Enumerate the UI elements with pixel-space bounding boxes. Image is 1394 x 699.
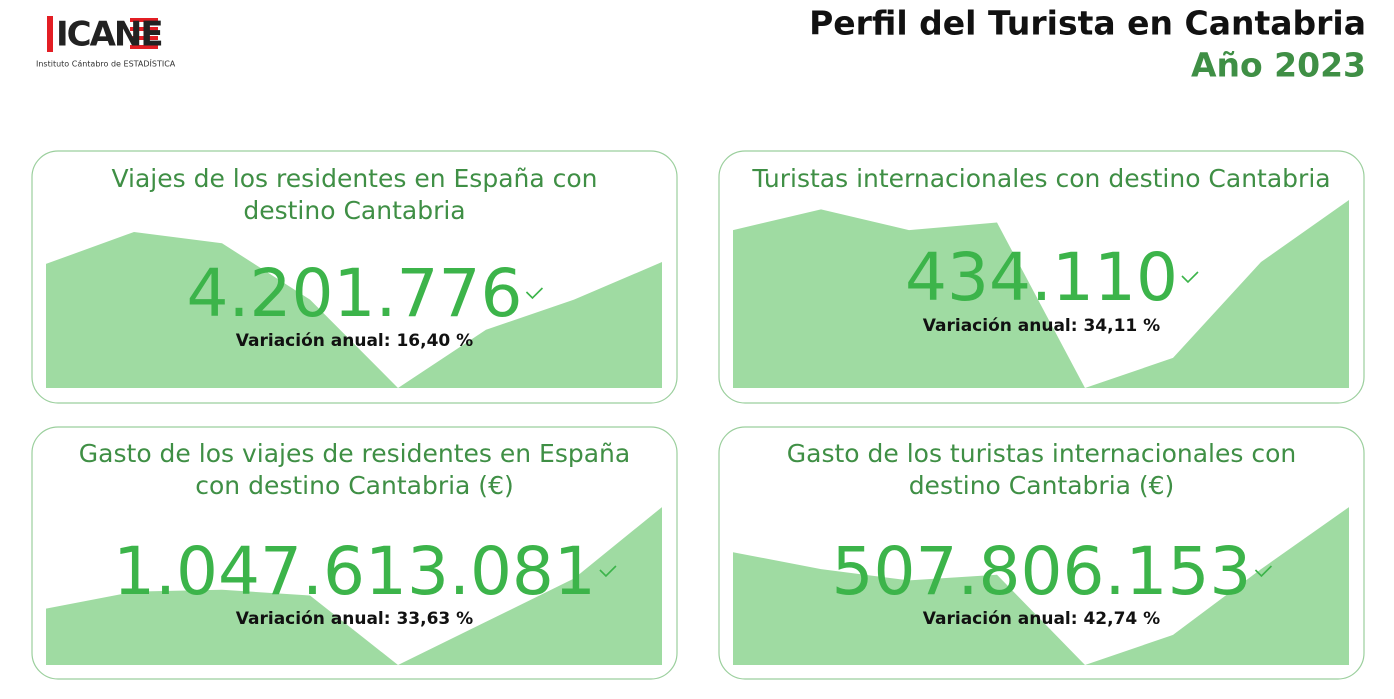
logo-text: ICANE <box>56 15 162 55</box>
trend-area <box>46 231 662 388</box>
card-title: Gasto de los turistas internacionales co… <box>787 439 1296 468</box>
kpi-variation: Variación anual: 16,40 % <box>236 331 473 351</box>
kpi-value: 1.047.613.081 <box>113 533 596 610</box>
kpi-card: Gasto de los viajes de residentes en Esp… <box>31 426 678 680</box>
logo: ICANE Instituto Cántabro de ESTADÍSTICA <box>36 15 176 69</box>
kpi-value: 434.110 <box>905 239 1178 316</box>
check-icon <box>599 565 617 578</box>
check-icon <box>1254 565 1273 578</box>
logo-stripe <box>130 18 158 22</box>
check-icon <box>525 287 544 300</box>
card-title: Viajes de los residentes en España con <box>111 164 597 193</box>
card-title: Gasto de los viajes de residentes en Esp… <box>79 439 630 468</box>
kpi-value: 4.201.776 <box>187 255 523 332</box>
kpi-value: 507.806.153 <box>832 533 1252 610</box>
trend-area <box>46 507 662 665</box>
check-icon <box>1181 271 1199 284</box>
logo-stripe <box>130 45 158 49</box>
logo-stripe <box>130 36 158 40</box>
logo-caption: Instituto Cántabro de ESTADÍSTICA <box>36 58 176 69</box>
card-title: destino Cantabria (€) <box>909 471 1175 500</box>
kpi-card: Gasto de los turistas internacionales co… <box>718 426 1365 680</box>
card-title: con destino Cantabria (€) <box>195 471 513 500</box>
trend-area <box>733 507 1349 665</box>
logo-stripe <box>130 27 158 31</box>
trend-area <box>733 200 1349 388</box>
card-title: destino Cantabria <box>243 196 465 225</box>
kpi-variation: Variación anual: 34,11 % <box>923 316 1160 336</box>
kpi-variation: Variación anual: 33,63 % <box>236 609 473 629</box>
kpi-card: Turistas internacionales con destino Can… <box>718 150 1365 404</box>
page-title: Perfil del Turista en Cantabria <box>809 4 1366 43</box>
kpi-variation: Variación anual: 42,74 % <box>923 609 1160 629</box>
kpi-card: Viajes de los residentes en España con de… <box>31 150 678 404</box>
page-subtitle: Año 2023 <box>1191 46 1366 85</box>
logo-bar <box>47 16 53 52</box>
card-title: Turistas internacionales con destino Can… <box>751 164 1330 193</box>
